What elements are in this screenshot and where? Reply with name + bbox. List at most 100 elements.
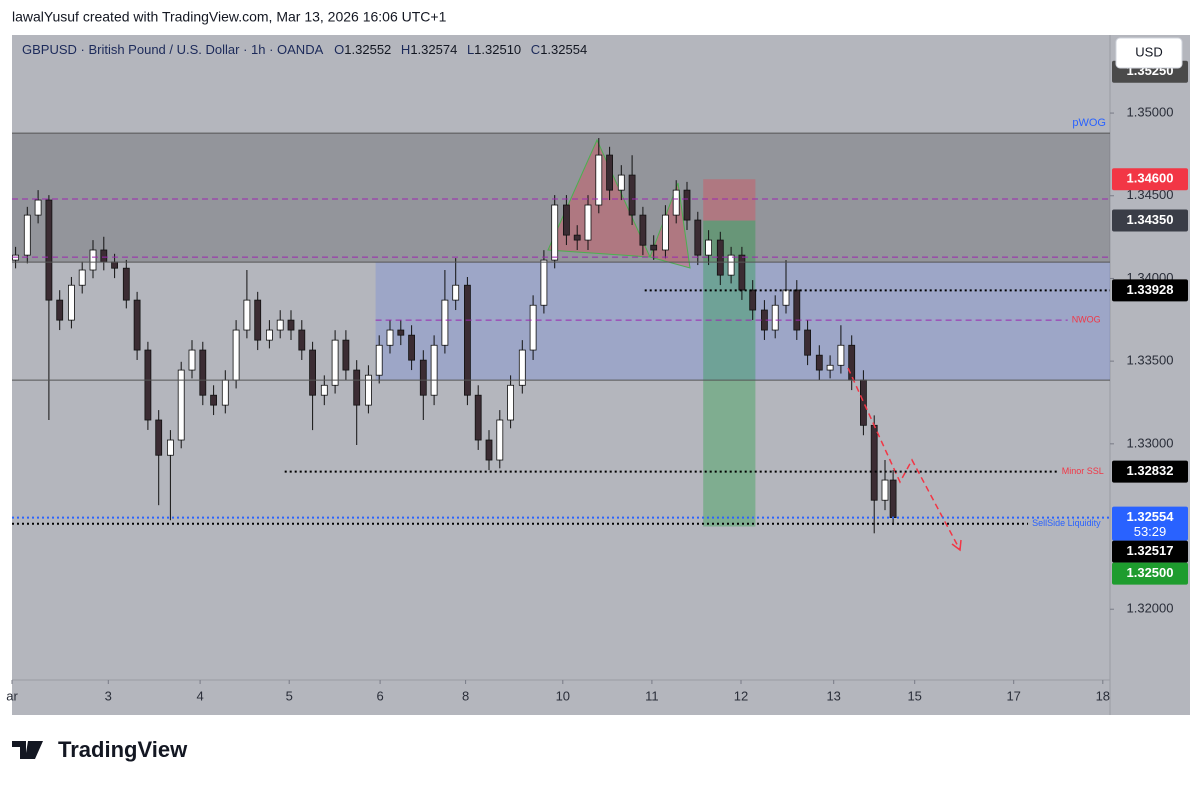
footer-logo: TradingView bbox=[12, 737, 188, 762]
candle-body bbox=[463, 284, 471, 396]
x-tick-label: 4 bbox=[196, 688, 203, 703]
candle-body bbox=[386, 329, 394, 346]
brand-name: TradingView bbox=[58, 737, 188, 762]
x-tick-label: 13 bbox=[826, 688, 840, 703]
candle-body bbox=[563, 204, 570, 236]
candle-body bbox=[375, 344, 383, 376]
x-tick-label: 8 bbox=[462, 688, 469, 703]
y-tick-label: 1.33000 bbox=[1127, 435, 1174, 450]
legend-row: GBPUSD · British Pound / U.S. Dollar · 1… bbox=[22, 42, 587, 57]
zone bbox=[12, 133, 1110, 263]
candle-body bbox=[177, 369, 185, 441]
candle-body bbox=[452, 284, 460, 301]
candle-body bbox=[529, 304, 537, 351]
candle-body bbox=[694, 219, 702, 256]
candle-body bbox=[705, 239, 712, 256]
price-label: 1.32554 bbox=[1127, 509, 1175, 524]
candle-body bbox=[870, 424, 878, 501]
price-label: 1.33928 bbox=[1127, 282, 1174, 297]
ohlc-key: C bbox=[531, 42, 540, 57]
ohlc-value: 1.32554 bbox=[540, 42, 587, 57]
candle-body bbox=[166, 439, 174, 456]
candle-body bbox=[683, 189, 691, 221]
candle-body bbox=[23, 214, 31, 256]
candle-body bbox=[34, 199, 42, 216]
candle-body bbox=[540, 259, 548, 306]
candle-body bbox=[144, 349, 152, 421]
candle-body bbox=[254, 299, 262, 341]
candle-body bbox=[199, 349, 207, 396]
x-tick-label: 12 bbox=[734, 688, 748, 703]
candle-body bbox=[441, 299, 449, 346]
candle-body bbox=[331, 339, 339, 386]
overlays: pWOG NWOG Minor SSL SellSide Liquidity bbox=[12, 117, 1110, 552]
candle-body bbox=[727, 254, 735, 276]
candle-body bbox=[210, 394, 218, 406]
candle-body bbox=[662, 214, 669, 251]
ohlc-value: 1.32574 bbox=[410, 42, 457, 57]
price-label: 1.34600 bbox=[1127, 171, 1174, 186]
countdown: 53:29 bbox=[1134, 524, 1167, 539]
candle-body bbox=[287, 319, 295, 331]
x-tick-label: 5 bbox=[286, 688, 293, 703]
ohlc-key: H bbox=[401, 42, 410, 57]
candle-body bbox=[353, 369, 361, 406]
candle-body bbox=[881, 479, 889, 501]
stop-zone bbox=[703, 179, 756, 221]
candle-body bbox=[573, 234, 581, 241]
currency-label[interactable]: USD bbox=[1135, 44, 1162, 59]
y-tick-label: 1.35000 bbox=[1127, 104, 1174, 119]
candle-body bbox=[397, 329, 405, 336]
x-tick-label: 10 bbox=[556, 688, 570, 703]
y-tick-label: 1.33500 bbox=[1127, 353, 1174, 368]
y-tick-label: 1.32000 bbox=[1127, 601, 1174, 616]
candle-body bbox=[804, 329, 811, 356]
currency-button[interactable]: USD bbox=[1115, 37, 1183, 69]
price-label: 1.32500 bbox=[1127, 565, 1174, 580]
candle-body bbox=[56, 299, 64, 321]
price-label: 1.32517 bbox=[1127, 543, 1174, 558]
x-tick-label: ar bbox=[6, 688, 18, 703]
candle-body bbox=[496, 419, 504, 461]
price-label-box bbox=[1112, 540, 1188, 563]
price-label: 1.34350 bbox=[1127, 212, 1174, 227]
level-label: SellSide Liquidity bbox=[1032, 518, 1101, 528]
candle-body bbox=[815, 354, 823, 371]
arrow-head bbox=[951, 539, 962, 552]
candle-body bbox=[551, 204, 559, 261]
ohlc-value: 1.32510 bbox=[474, 42, 521, 57]
candle-body bbox=[408, 334, 416, 361]
price-label-box bbox=[1112, 460, 1188, 483]
candle-body bbox=[155, 419, 163, 456]
currency-button-box[interactable] bbox=[1115, 37, 1183, 69]
zone-label: pWOG bbox=[1072, 117, 1106, 129]
candle-body bbox=[837, 344, 845, 366]
candle-body bbox=[133, 299, 141, 351]
price-label-box bbox=[1112, 506, 1188, 541]
x-tick-label: 15 bbox=[907, 688, 921, 703]
candle-body bbox=[68, 284, 75, 321]
x-tick-label: 3 bbox=[105, 688, 112, 703]
symbol: GBPUSD · British Pound / U.S. Dollar · 1… bbox=[22, 42, 324, 57]
candle-body bbox=[474, 394, 482, 441]
candle-body bbox=[793, 289, 801, 331]
price-label-box bbox=[1112, 168, 1188, 191]
price-label-box bbox=[1112, 562, 1188, 585]
x-tick-label: 11 bbox=[645, 688, 659, 703]
candle-body bbox=[628, 174, 636, 216]
ohlc-key: O bbox=[334, 42, 344, 57]
y-tick-label: 1.34500 bbox=[1127, 187, 1174, 202]
candle-body bbox=[364, 374, 372, 406]
candle-body bbox=[265, 329, 273, 341]
candle-body bbox=[342, 339, 350, 371]
candle-body bbox=[584, 204, 592, 241]
candle-body bbox=[309, 349, 317, 396]
candle-body bbox=[320, 384, 328, 396]
candle-body bbox=[100, 249, 108, 263]
candle-body bbox=[650, 244, 658, 251]
candle-body bbox=[595, 154, 603, 206]
candle-body bbox=[617, 174, 625, 191]
candle-body bbox=[507, 384, 515, 421]
